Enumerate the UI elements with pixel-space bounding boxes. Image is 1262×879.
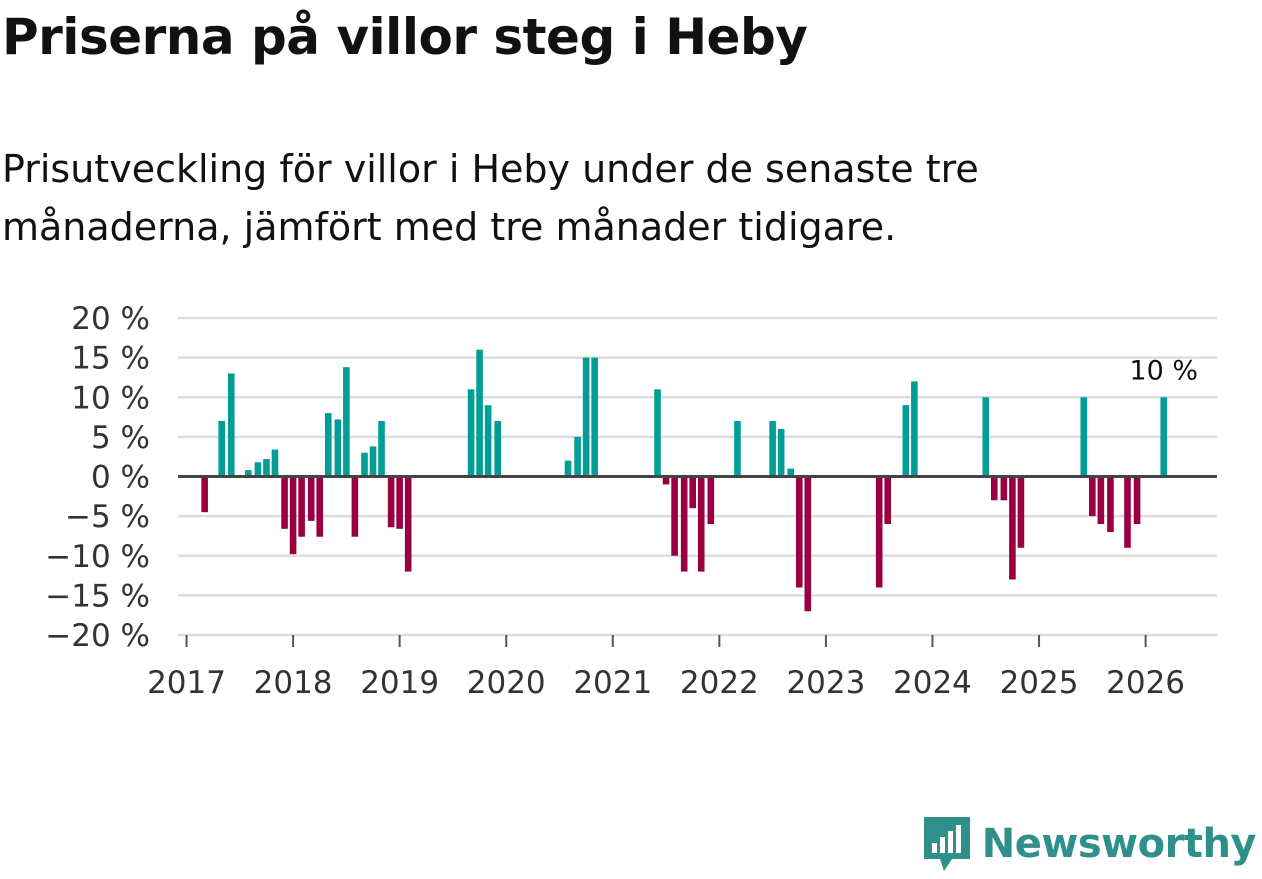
bar [271, 449, 279, 477]
bar [307, 476, 315, 521]
x-axis-ticks: 2017 2018 2019 2020 2021 2022 2023 2024 2025 2026 [147, 635, 1185, 701]
bar [281, 476, 288, 529]
bar [404, 476, 412, 572]
y-tick-label: 20 % [71, 301, 150, 337]
bar [1160, 397, 1168, 477]
bar [334, 419, 342, 477]
brand-logo: Newsworthy [922, 815, 1257, 873]
bar [218, 421, 225, 477]
y-tick-label: 0 % [91, 460, 150, 496]
bar [777, 428, 785, 477]
bar [245, 470, 252, 477]
y-axis-ticks: 20 % 15 %10 % 5 % 0 %−5 % −10 %−15 % −20 % [45, 301, 150, 654]
bar [1107, 476, 1114, 532]
y-tick-label: −20 % [45, 618, 150, 654]
x-tick-label: 2020 [467, 665, 546, 701]
x-tick-label: 2025 [1000, 665, 1079, 701]
bar [769, 421, 776, 477]
bar [902, 405, 910, 477]
bar [494, 421, 501, 477]
bar [707, 476, 715, 525]
last-value-label: 10 % [1129, 355, 1198, 386]
bar [1089, 476, 1096, 517]
x-tick-label: 2022 [680, 665, 759, 701]
bar [227, 373, 235, 477]
bar [734, 421, 741, 477]
bar [875, 476, 883, 588]
y-tick-label: 15 % [71, 341, 150, 377]
bar [662, 476, 670, 485]
bar [1097, 476, 1105, 525]
bar [343, 367, 350, 477]
x-tick-label: 2023 [786, 665, 865, 701]
gridlines [178, 316, 1217, 637]
bar [254, 462, 262, 477]
y-tick-label: −5 % [65, 499, 150, 535]
bar [263, 459, 270, 477]
bar [1133, 476, 1141, 525]
bar [361, 452, 368, 477]
bar [396, 476, 403, 529]
bar [324, 413, 332, 477]
bar [591, 357, 598, 477]
bar [697, 476, 705, 572]
x-tick-label: 2024 [893, 665, 972, 701]
page-title: Priserna på villor steg i Heby [2, 8, 808, 66]
y-tick-label: −15 % [45, 578, 150, 614]
bar [484, 405, 492, 477]
bar [1080, 397, 1088, 477]
bar [351, 476, 359, 537]
bar [201, 476, 208, 513]
bar [582, 357, 590, 477]
y-tick-label: −10 % [45, 539, 150, 575]
x-tick-label: 2018 [254, 665, 333, 701]
y-tick-label: 5 % [91, 420, 150, 456]
bar [787, 468, 795, 477]
brand-name: Newsworthy [981, 821, 1257, 867]
bar [476, 349, 483, 477]
x-tick-label: 2026 [1106, 665, 1185, 701]
bar [1017, 476, 1025, 548]
bar [982, 397, 990, 477]
bar [884, 476, 892, 525]
bar [795, 476, 803, 588]
newsworthy-logo-icon [923, 817, 970, 871]
bar [911, 381, 918, 477]
bar [564, 460, 572, 477]
x-tick-label: 2017 [147, 665, 226, 701]
x-tick-label: 2021 [573, 665, 652, 701]
bar [1124, 476, 1131, 548]
x-tick-label: 2019 [360, 665, 439, 701]
bar [289, 476, 297, 555]
annotations: 10 % [1129, 355, 1198, 386]
bar [316, 476, 324, 537]
bar [467, 389, 475, 477]
bar [654, 389, 661, 477]
bar [378, 421, 385, 477]
bar-chart: 20 %15 %10 %5 %0 %−5 %−10 %−15 %−20 % 20… [45, 301, 1217, 701]
bar [689, 476, 696, 509]
bar [680, 476, 688, 572]
bar [574, 436, 581, 477]
bars [201, 349, 1168, 612]
chart-subtitle: Prisutveckling för villor i Heby under d… [2, 147, 979, 249]
bar [1000, 476, 1008, 501]
y-tick-label: 10 % [71, 380, 150, 416]
bar [298, 476, 305, 537]
bar [990, 476, 998, 501]
bar [369, 446, 377, 477]
bar [1009, 476, 1016, 580]
bar [387, 476, 395, 528]
bar [804, 476, 812, 612]
bar [671, 476, 678, 556]
